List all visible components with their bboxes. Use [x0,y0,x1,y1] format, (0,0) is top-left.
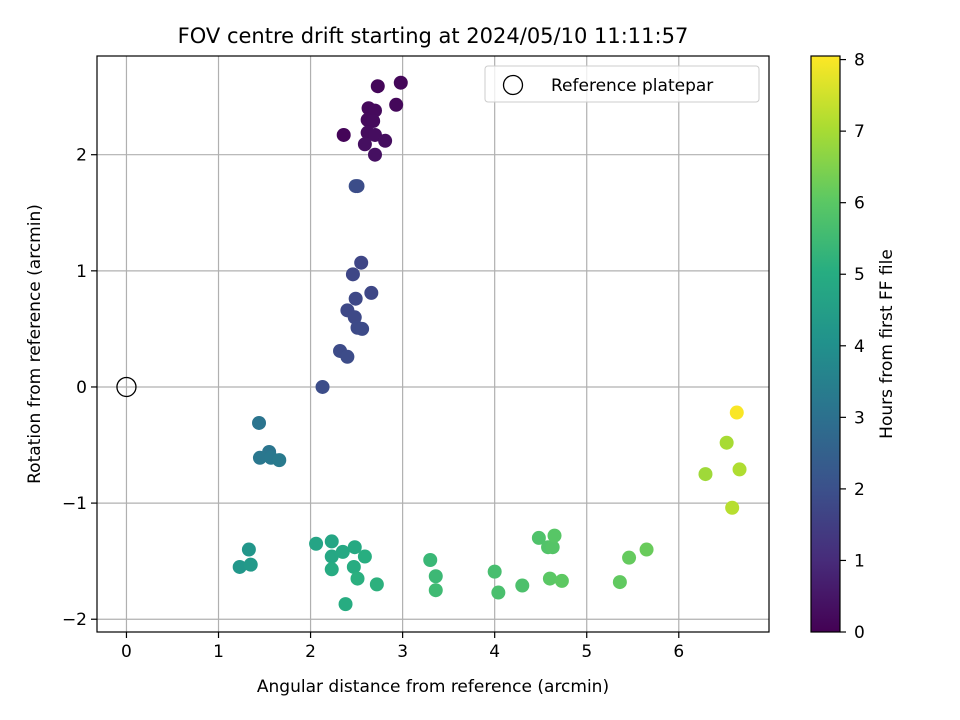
y-tick-label: 0 [76,378,87,398]
data-point [423,553,438,567]
colorbar-tick-label: 6 [854,194,865,214]
x-axis-ticks: 0 1 2 3 4 5 6 [121,632,684,662]
data-point [639,542,654,557]
data-point [309,536,324,551]
data-point [725,500,740,515]
colorbar-tick-label: 4 [854,337,865,357]
legend-box [484,65,760,103]
data-point [338,597,353,612]
data-point [324,562,339,577]
data-point [719,435,734,450]
data-point [364,285,379,300]
data-point [487,564,502,579]
colorbar-tick-label: 8 [854,51,865,71]
data-point [545,540,560,555]
x-tick-label: 6 [673,642,684,662]
data-point [612,575,627,590]
data-point [324,534,339,549]
data-point [491,585,506,600]
colorbar-frame [810,55,841,633]
x-tick-label: 2 [305,642,316,662]
data-point [370,79,385,94]
data-point [554,573,569,588]
data-point [336,127,351,142]
y-axis-ticks: −2 −1 0 1 2 [62,146,97,630]
data-point [241,542,256,557]
data-point [369,577,384,592]
data-point [350,571,365,586]
data-point [345,267,360,282]
plot-frame [96,55,770,633]
data-point [531,530,546,545]
data-point [378,133,393,148]
data-point [393,75,408,90]
data-point [357,549,372,564]
legend: Reference platepar [484,65,760,103]
y-tick-label: −2 [62,610,87,630]
y-tick-label: 1 [76,262,87,282]
legend-label: Reference platepar [551,76,713,96]
y-axis-label: Rotation from reference (arcmin) [25,204,45,484]
data-point [389,97,404,112]
colorbar-gradient [811,56,840,632]
data-point [428,569,443,584]
colorbar-tick-label: 1 [854,551,865,571]
data-point [347,540,362,555]
data-point [252,415,267,430]
data-point [368,127,383,142]
data-point [357,137,372,152]
y-tick-label: 2 [76,146,87,166]
data-point [366,114,381,129]
data-point [335,544,350,559]
data-point [547,528,562,543]
reference-marker [116,376,137,398]
data-point [622,550,637,565]
colorbar: 0 1 2 3 4 5 6 7 8 Hours from first FF file [810,51,897,643]
data-point [348,291,363,306]
x-tick-label: 5 [581,642,592,662]
x-axis-label: Angular distance from reference (arcmin) [257,677,609,697]
grid-lines [97,56,769,632]
data-point [324,549,339,564]
x-tick-label: 0 [121,642,132,662]
data-point [428,583,443,598]
data-point [355,321,370,336]
y-tick-label: −1 [62,494,87,514]
data-point [350,179,365,194]
data-point [243,557,258,572]
data-point [346,559,361,574]
colorbar-tick-label: 0 [854,623,865,643]
data-point [252,450,267,465]
legend-marker-icon [502,74,524,96]
x-tick-label: 3 [397,642,408,662]
data-point [515,578,530,593]
data-point [729,405,744,420]
data-points [232,75,747,612]
data-point [315,379,330,394]
colorbar-tick-label: 7 [854,122,865,142]
colorbar-tick-label: 5 [854,265,865,285]
chart-title: FOV centre drift starting at 2024/05/10 … [178,24,689,48]
colorbar-tick-label: 3 [854,408,865,428]
colorbar-label: Hours from first FF file [877,249,897,439]
x-tick-label: 1 [213,642,224,662]
data-point [340,349,355,364]
data-point [354,255,369,270]
colorbar-tick-label: 2 [854,480,865,500]
data-point [732,462,747,477]
data-point [542,571,557,586]
data-point [368,147,383,162]
data-point [272,453,287,468]
colorbar-ticks: 0 1 2 3 4 5 6 7 8 [840,51,865,643]
data-point [232,559,247,574]
x-tick-label: 4 [489,642,500,662]
reference-point [116,376,137,398]
data-point [698,467,713,482]
